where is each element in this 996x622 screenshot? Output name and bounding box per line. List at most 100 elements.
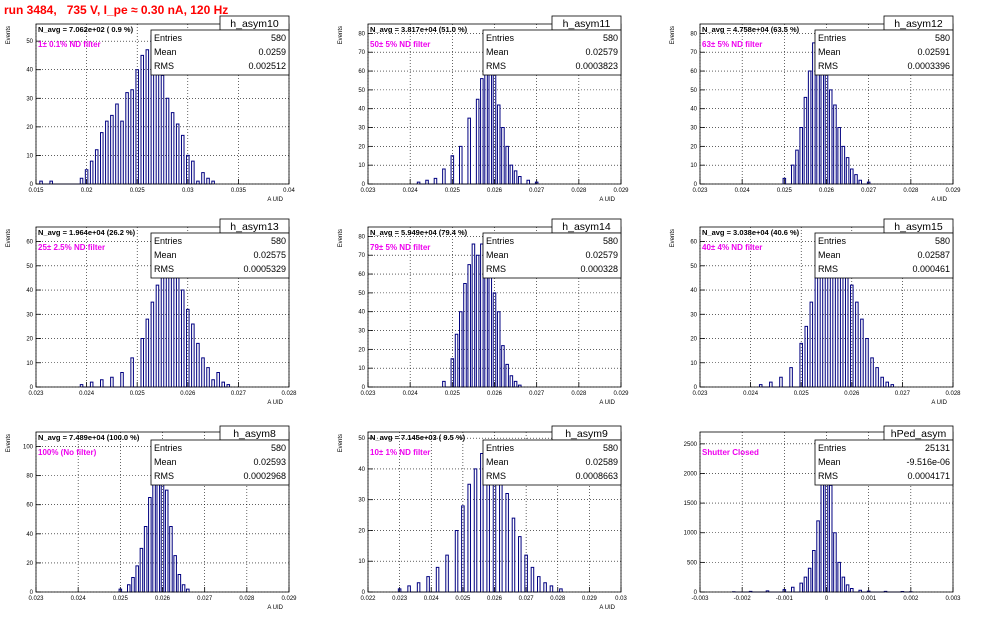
- x-tick-label: 0.029: [613, 188, 629, 194]
- histogram-pad-h_asym9: 0.022 0.023 0.024 0.025 0.026 0.027 0.028 0.029…: [338, 425, 627, 611]
- y-axis-label: Events: [338, 26, 344, 44]
- stat-value: 0.0003823: [575, 61, 618, 71]
- stat-value: 0.0259: [258, 47, 286, 57]
- y-tick-label: 0: [30, 590, 34, 596]
- y-tick-label: 0: [362, 182, 366, 188]
- stat-label: Mean: [486, 457, 509, 467]
- x-tick-label: 0.025: [445, 188, 461, 194]
- plot-frame: [35, 431, 290, 593]
- n-avg-label: N_avg = 7.062e+02 ( 0.9 %): [38, 25, 134, 34]
- stat-value: 580: [935, 236, 950, 246]
- stat-value: 0.02575: [253, 250, 286, 260]
- y-tick-label: 80: [26, 474, 33, 480]
- stat-value: 0.000328: [580, 264, 618, 274]
- y-tick-label: 60: [26, 503, 33, 509]
- y-tick-label: 20: [358, 144, 365, 150]
- n-avg-label: N_avg = 4.758e+04 (63.5 %): [702, 25, 800, 34]
- x-tick-label: 0.027: [519, 596, 535, 602]
- x-tick-label: 0.027: [231, 391, 247, 397]
- x-tick-label: -0.001: [776, 596, 794, 602]
- x-tick-label: 0.023: [28, 391, 44, 397]
- histogram-pad-h_asym11: 0.023 0.024 0.025 0.026 0.027 0.028 0.029 0 10 20…: [338, 15, 629, 203]
- stat-box-body: [150, 29, 290, 76]
- y-tick-label: 20: [358, 347, 365, 353]
- n-avg-label: N_avg = 7.489e+04 (100.0 %): [38, 433, 140, 442]
- x-tick-label: 0.024: [743, 391, 759, 397]
- plot-frame: [367, 226, 622, 388]
- x-tick-label: 0.022: [360, 596, 376, 602]
- y-tick-label: 30: [690, 312, 697, 318]
- stat-value: 0.0008663: [575, 471, 618, 481]
- y-tick-label: 1500: [684, 501, 698, 507]
- stat-box-title: h_asym9: [565, 428, 608, 440]
- stat-label: RMS: [818, 264, 838, 274]
- x-tick-label: 0.023: [692, 188, 708, 194]
- y-tick-label: 50: [358, 291, 365, 297]
- stat-box-title: h_asym12: [894, 18, 943, 30]
- n-avg-label: N_avg = 7.145e+03 ( 9.5 %): [370, 433, 466, 442]
- y-tick-label: 50: [26, 39, 33, 45]
- stat-label: RMS: [154, 61, 174, 71]
- y-tick-label: 30: [26, 312, 33, 318]
- y-axis-label: Events: [670, 26, 676, 44]
- y-tick-label: 2500: [684, 442, 698, 448]
- x-tick-label: 0.025: [130, 188, 146, 194]
- stat-label: Mean: [486, 47, 509, 57]
- filter-annotation: 63± 5% ND filter: [702, 40, 762, 49]
- stat-box-body: [150, 439, 290, 486]
- y-tick-label: 20: [358, 528, 365, 534]
- y-tick-label: 80: [690, 31, 697, 37]
- x-tick-label: 0.02: [81, 188, 93, 194]
- x-tick-label: -0.003: [691, 596, 709, 602]
- stat-value: 0.0003396: [907, 61, 950, 71]
- y-tick-label: 500: [687, 560, 698, 566]
- y-tick-label: 70: [690, 50, 697, 56]
- histogram-pad-h_asym10: 0.015 0.02 0.025 0.03 0.035 0.04 0 10 20 30 40 50 Ev…: [6, 15, 295, 203]
- x-axis-label: A UID: [267, 197, 283, 203]
- plot-frame: [367, 431, 622, 593]
- stat-box-title: h_asym10: [230, 18, 279, 30]
- x-tick-label: 0.028: [903, 188, 919, 194]
- histogram-pad-h_asym13: 0.023 0.024 0.025 0.026 0.027 0.028 0 10 20 30 40 5…: [6, 218, 297, 406]
- histogram-pad-hPed_asym: -0.003 -0.002 -0.001 0 0.001 0.002 0.003 0 500 10…: [684, 425, 961, 602]
- stat-box-body: [814, 29, 954, 76]
- stat-box: h_asym11 Entries 580 Mean 0.02579 RMS 0.000382…: [482, 15, 622, 76]
- stat-value: 0.02579: [585, 250, 618, 260]
- stat-value: 0.02589: [585, 457, 618, 467]
- stat-box: h_asym13 Entries 580 Mean 0.02575 RMS 0.000532…: [150, 218, 290, 279]
- y-tick-label: 0: [694, 385, 698, 391]
- x-tick-label: 0.028: [281, 391, 297, 397]
- x-tick-label: 0.026: [155, 596, 171, 602]
- stat-label: Entries: [154, 33, 183, 43]
- filter-annotation: 10± 1% ND filter: [370, 448, 430, 457]
- x-tick-label: 0.026: [819, 188, 835, 194]
- x-tick-label: 0.029: [945, 188, 961, 194]
- x-tick-label: 0.026: [180, 391, 196, 397]
- stat-value: 0.000461: [912, 264, 950, 274]
- filter-annotation: 25± 2.5% ND filter: [38, 243, 105, 252]
- stat-box-body: [814, 439, 954, 486]
- y-tick-label: 20: [26, 561, 33, 567]
- stat-value: 580: [603, 443, 618, 453]
- y-tick-label: 60: [358, 272, 365, 278]
- stat-label: RMS: [818, 471, 838, 481]
- x-tick-label: 0.025: [130, 391, 146, 397]
- stat-label: Entries: [818, 33, 847, 43]
- stat-value: 0.0002968: [243, 471, 286, 481]
- x-tick-label: 0.029: [613, 391, 629, 397]
- stat-value: 0.02579: [585, 47, 618, 57]
- y-tick-label: 50: [690, 264, 697, 270]
- stat-label: Mean: [818, 457, 841, 467]
- x-tick-label: 0.029: [582, 596, 598, 602]
- x-tick-label: 0.026: [487, 596, 503, 602]
- stat-box-title: h_asym11: [563, 18, 611, 30]
- filter-annotation: 100% (No filter): [38, 448, 97, 457]
- y-axis-label: Events: [338, 434, 344, 452]
- x-axis-label: A UID: [931, 197, 947, 203]
- y-tick-label: 10: [690, 163, 697, 169]
- y-tick-label: 0: [30, 182, 34, 188]
- y-tick-label: 0: [30, 385, 34, 391]
- stat-label: Mean: [818, 250, 841, 260]
- stat-value: 25131: [925, 443, 950, 453]
- x-tick-label: 0.025: [445, 391, 461, 397]
